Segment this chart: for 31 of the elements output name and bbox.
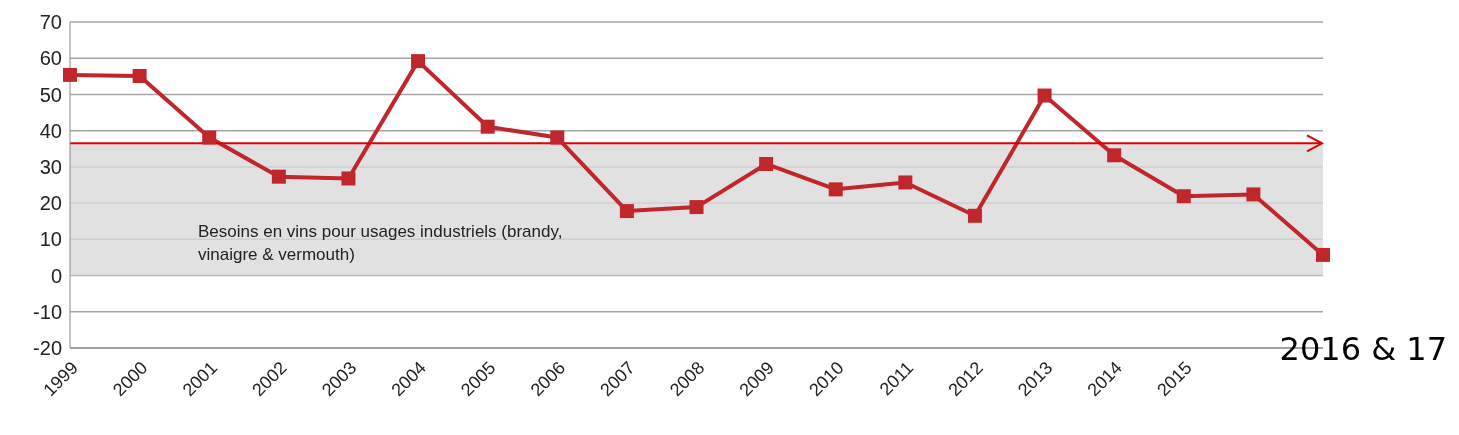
point: [63, 67, 77, 82]
y-tick-label: 20: [39, 192, 62, 215]
y-tick-label: -10: [33, 300, 62, 323]
point: [1316, 247, 1330, 262]
y-tick-label: 70: [39, 11, 62, 34]
y-tick-label: 50: [39, 83, 62, 106]
point: [202, 130, 217, 145]
point: [1037, 88, 1052, 103]
point: [1107, 148, 1122, 163]
y-tick-label: -20: [33, 337, 62, 360]
point: [341, 171, 356, 186]
y-tick-label: 40: [39, 119, 62, 142]
point: [619, 204, 634, 219]
point: [759, 156, 774, 171]
y-tick-label: 60: [39, 47, 62, 70]
point: [411, 54, 426, 69]
point: [271, 169, 286, 184]
point: [828, 182, 843, 197]
band-label: Besoins en vins pour usages industriels (brandy, vinaigre & vermouth): [197, 221, 564, 266]
point: [480, 119, 495, 134]
point: [132, 68, 147, 83]
point: [898, 175, 913, 190]
point: [967, 208, 982, 223]
annotation: 2016 & 17: [1279, 330, 1447, 368]
y-tick-label: 0: [50, 264, 62, 287]
point: [550, 130, 565, 145]
y-tick-label: 10: [39, 228, 62, 251]
point: [1246, 187, 1261, 202]
y-tick-label: 30: [39, 155, 62, 178]
point: [689, 200, 704, 215]
point: [1176, 189, 1191, 204]
